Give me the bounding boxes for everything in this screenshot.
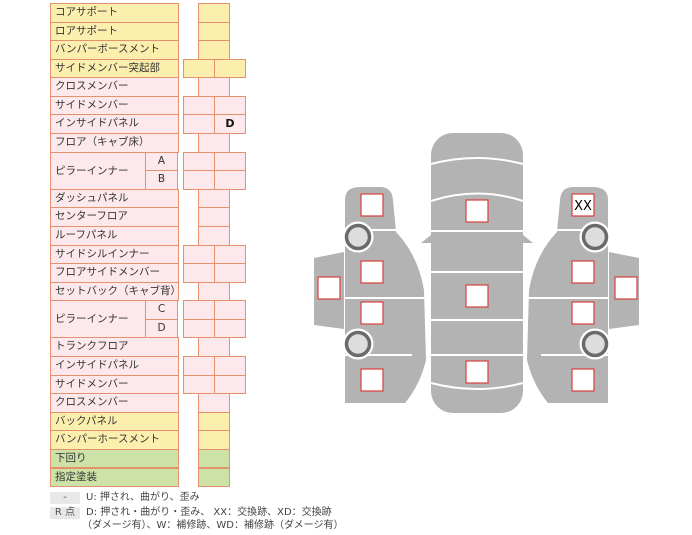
row-label: クロスメンバー: [50, 77, 179, 97]
front-right-mark: XX: [574, 199, 592, 214]
marker-rear-right-door[interactable]: [571, 301, 595, 325]
row-label: サイドメンバー突起部: [50, 58, 179, 79]
marker-left-mirror-step[interactable]: [317, 276, 341, 300]
marker-front-right-fender[interactable]: [571, 193, 595, 217]
row-label: 下回り: [50, 448, 179, 469]
row-label: 指定塗装: [50, 467, 179, 488]
car-left-side: [314, 187, 426, 403]
damage-cell-right[interactable]: [214, 318, 246, 339]
marker-front-left-door[interactable]: [360, 260, 384, 284]
legend-text-u: U: 押され、曲がり、歪み: [86, 492, 200, 503]
damage-cell-right[interactable]: [214, 263, 246, 283]
row-label: サイドメンバー: [50, 95, 179, 116]
car-top-body: [421, 133, 533, 413]
row-label: サイドメンバー: [50, 374, 179, 395]
legend-key-r: R 点: [50, 507, 80, 519]
marker-front-left-fender[interactable]: [360, 193, 384, 217]
car-right-side: [527, 187, 639, 403]
legend-text-d: D: 押され・曲がり・歪み、 XX：交換跡、XD：交換跡: [86, 507, 332, 518]
damage-cell[interactable]: [198, 467, 230, 488]
marker-rear-left-quarter[interactable]: [360, 368, 384, 392]
marker-front-right-door[interactable]: [571, 260, 595, 284]
row-label: インサイドパネル: [50, 114, 179, 135]
row-label: バンパーホースメント: [50, 430, 179, 450]
legend-text-d-cont: （ダメージ有）、W：補修跡、WD：補修跡（ダメージ有）: [82, 520, 344, 531]
row-label: バンパーボースメント: [50, 40, 179, 60]
damage-cell-right[interactable]: [214, 58, 246, 79]
marker-rear-left-door[interactable]: [360, 301, 384, 325]
marker-right-mirror-step[interactable]: [614, 276, 638, 300]
row-label: トランクフロア: [50, 337, 179, 358]
damage-cell-right[interactable]: D: [214, 114, 246, 135]
row-label: センターフロア: [50, 207, 179, 227]
row-label: クロスメンバー: [50, 393, 179, 413]
marker-hood[interactable]: [465, 199, 489, 223]
legend-key-dash: -: [50, 492, 80, 504]
marker-trunk[interactable]: [465, 360, 489, 384]
row-label: サイドシルインナー: [50, 244, 179, 265]
marker-roof[interactable]: [465, 284, 489, 308]
row-label: ピラーインナー: [50, 300, 146, 339]
marker-rear-right-quarter[interactable]: [571, 368, 595, 392]
row-sub-label: B: [145, 170, 178, 190]
damage-cell-right[interactable]: [214, 374, 246, 395]
damage-cell-right[interactable]: [214, 170, 246, 190]
